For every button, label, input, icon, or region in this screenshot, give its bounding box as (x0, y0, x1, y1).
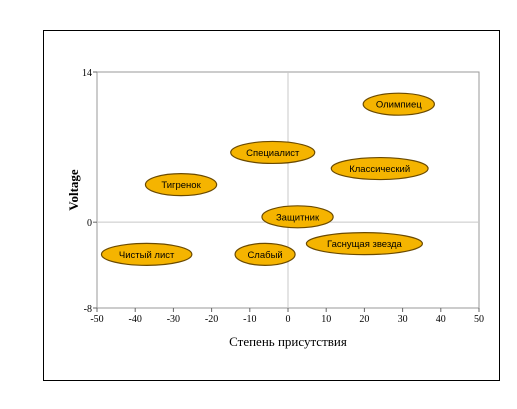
data-point: Олимпиец (362, 92, 435, 116)
data-point: Гаснущая звезда (305, 232, 423, 256)
y-tick-label: 14 (82, 68, 92, 79)
y-tick-label: -8 (84, 304, 92, 315)
data-point: Тигренок (144, 173, 218, 197)
chart-frame (43, 30, 500, 381)
x-tick-label: 0 (286, 314, 291, 325)
data-point-label: Защитник (276, 212, 320, 223)
data-point: Специалист (230, 140, 316, 165)
y-axis-label: Voltage (66, 169, 81, 211)
data-point: Защитник (261, 205, 334, 229)
x-tick-label: 20 (359, 314, 369, 325)
x-tick-label: 30 (398, 314, 408, 325)
x-axis-label: Степень присутствия (229, 334, 347, 349)
data-point-marker (261, 205, 334, 229)
data-point-label: Олимпиец (376, 100, 422, 111)
data-point-marker (230, 140, 316, 165)
x-tick-label: -10 (243, 314, 256, 325)
data-point: Слабый (234, 242, 296, 266)
chart-points: Олимпиец Специалист Классический Тигренок За… (100, 92, 435, 266)
x-tick-label: 40 (436, 314, 446, 325)
data-point-label: Классический (349, 164, 410, 175)
x-tick-label: -30 (167, 314, 180, 325)
data-point-label: Специалист (246, 148, 300, 159)
chart-axes: -50 -40 -30 -20 -10 0 10 20 30 40 50 -8 0 14 (82, 68, 484, 325)
data-point-marker (362, 92, 435, 116)
data-point-marker (234, 242, 296, 266)
data-point-marker (305, 232, 423, 256)
data-point-marker (144, 173, 218, 197)
x-tick-label: -50 (90, 314, 103, 325)
data-point-label: Тигренок (161, 180, 201, 191)
y-tick-label: 0 (87, 218, 92, 229)
data-point-label: Слабый (247, 250, 282, 261)
x-tick-label: -20 (205, 314, 218, 325)
data-point: Классический (330, 156, 429, 181)
x-tick-label: 10 (321, 314, 331, 325)
data-point-marker (330, 156, 429, 181)
x-tick-label: 50 (474, 314, 484, 325)
data-point-label: Гаснущая звезда (327, 239, 403, 250)
data-point-marker (100, 242, 193, 266)
x-tick-label: -40 (129, 314, 142, 325)
data-point: Чистый лист (100, 242, 193, 266)
data-point-label: Чистый лист (119, 250, 175, 261)
